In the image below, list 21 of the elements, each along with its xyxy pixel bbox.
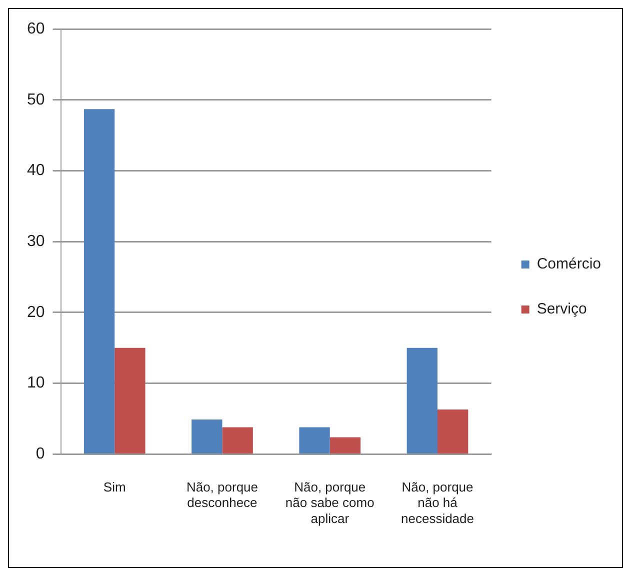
bar bbox=[330, 437, 361, 454]
y-tick-label: 30 bbox=[27, 233, 45, 250]
y-tick-label: 20 bbox=[27, 304, 45, 321]
bar bbox=[222, 427, 253, 454]
y-tick-label: 0 bbox=[36, 446, 45, 463]
x-tick-label: Não, porque desconhece bbox=[186, 480, 258, 510]
legend-label: Comércio bbox=[536, 256, 602, 273]
bar bbox=[114, 348, 146, 454]
y-tick-label: 60 bbox=[27, 20, 45, 38]
x-tick-label: Não, porque não há necessidade bbox=[401, 480, 474, 526]
bar bbox=[406, 348, 438, 454]
bar bbox=[438, 410, 468, 454]
y-tick-label: 10 bbox=[27, 374, 45, 392]
legend-label: Serviço bbox=[536, 300, 587, 318]
bar bbox=[192, 419, 222, 454]
x-tick-label: Não, porque não sabe como aplicar bbox=[285, 480, 374, 526]
y-tick-label: 40 bbox=[27, 162, 45, 180]
bar bbox=[299, 427, 330, 454]
x-tick-label: Sim bbox=[103, 480, 126, 495]
y-tick-label: 50 bbox=[27, 91, 45, 108]
bar bbox=[84, 109, 115, 454]
